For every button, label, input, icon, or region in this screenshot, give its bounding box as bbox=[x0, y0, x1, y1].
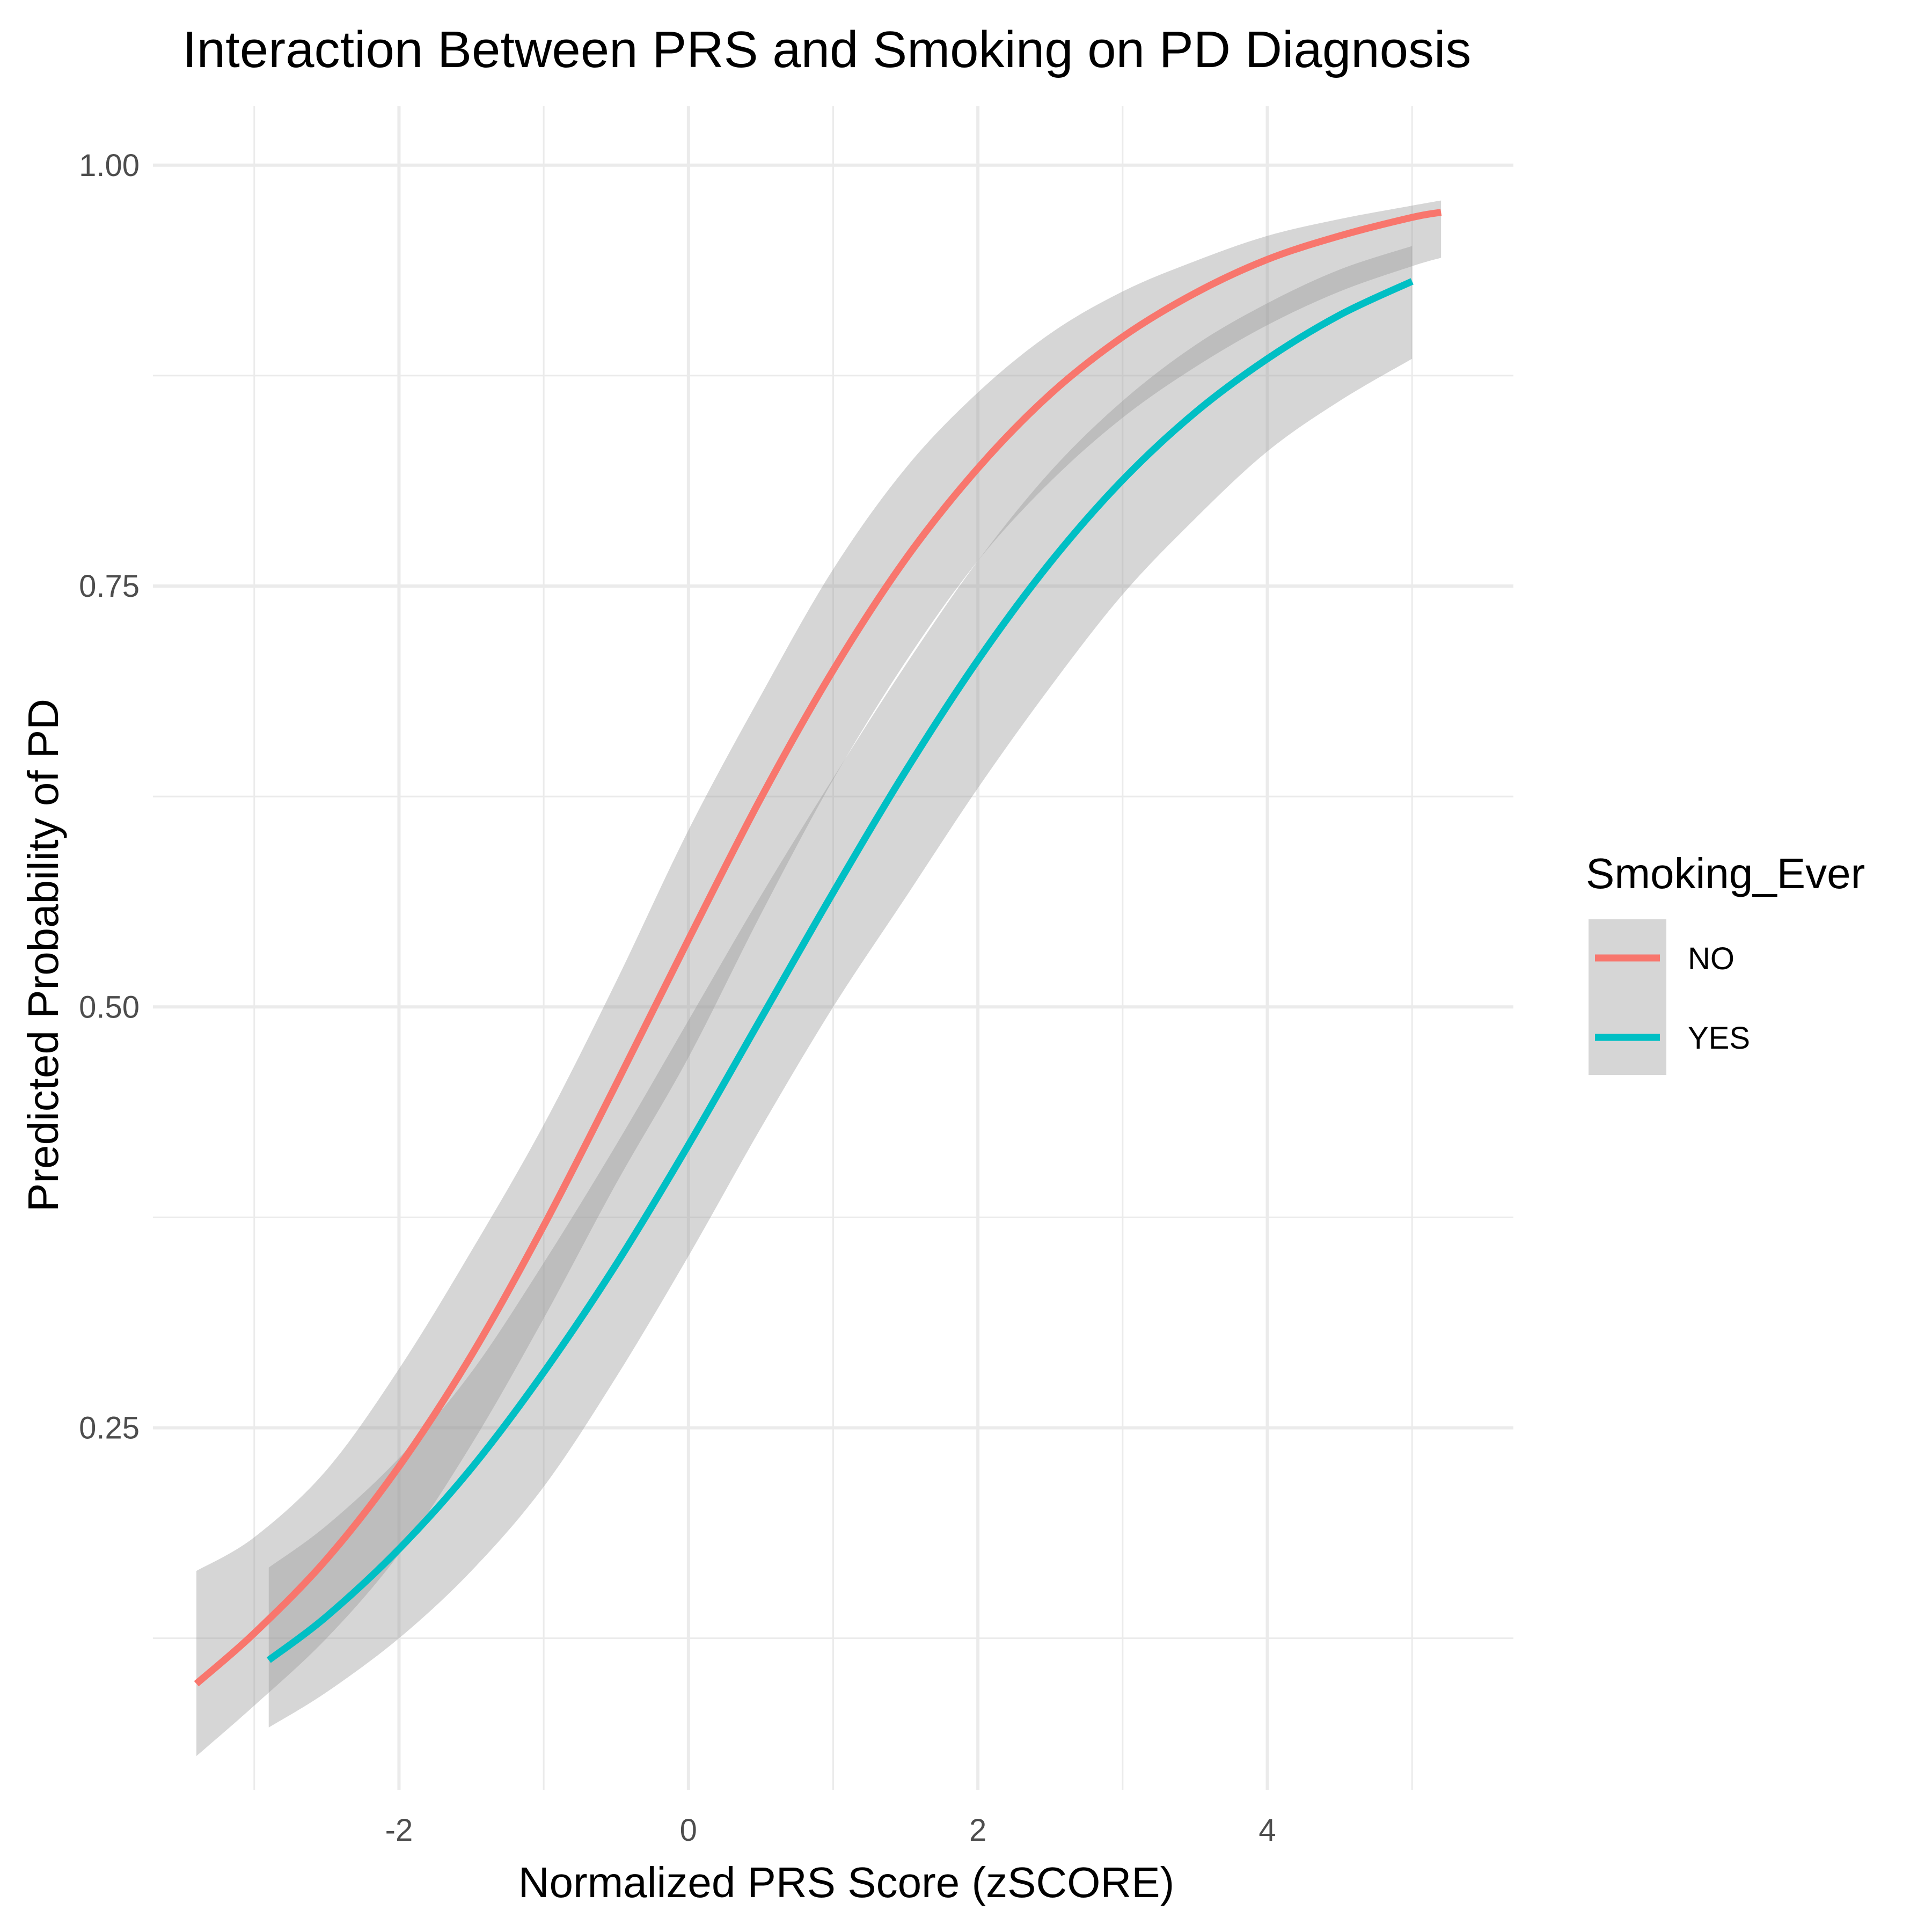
legend-items: NO YES bbox=[1595, 941, 1750, 1056]
x-tick-label: -2 bbox=[385, 1813, 413, 1848]
y-tick-label: 1.00 bbox=[79, 148, 140, 183]
legend-label-yes: YES bbox=[1688, 1021, 1750, 1056]
x-axis-tick-labels: -2 0 2 4 bbox=[385, 1813, 1276, 1848]
series-line-yes bbox=[266, 278, 1414, 1663]
legend-key-background bbox=[1589, 919, 1666, 1075]
y-axis-tick-labels: 0.25 0.50 0.75 1.00 bbox=[79, 148, 140, 1446]
y-axis-title: Predicted Probability of PD bbox=[19, 699, 67, 1212]
y-tick-label: 0.50 bbox=[79, 990, 140, 1024]
ci-ribbon-no bbox=[196, 200, 1441, 1757]
x-tick-label: 4 bbox=[1258, 1813, 1276, 1848]
series-line-no bbox=[194, 209, 1442, 1687]
series-lines bbox=[194, 209, 1442, 1687]
legend: Smoking_Ever NO YES bbox=[1586, 850, 1865, 1075]
chart-title: Interaction Between PRS and Smoking on P… bbox=[182, 21, 1471, 78]
minor-gridlines bbox=[153, 106, 1513, 1790]
y-tick-label: 0.75 bbox=[79, 569, 140, 604]
legend-title: Smoking_Ever bbox=[1586, 850, 1865, 897]
legend-label-no: NO bbox=[1688, 941, 1735, 976]
y-tick-label: 0.25 bbox=[79, 1411, 140, 1446]
x-tick-label: 0 bbox=[680, 1813, 697, 1848]
major-gridlines bbox=[153, 106, 1513, 1790]
x-tick-label: 2 bbox=[969, 1813, 986, 1848]
x-axis-title: Normalized PRS Score (zSCORE) bbox=[518, 1858, 1175, 1906]
